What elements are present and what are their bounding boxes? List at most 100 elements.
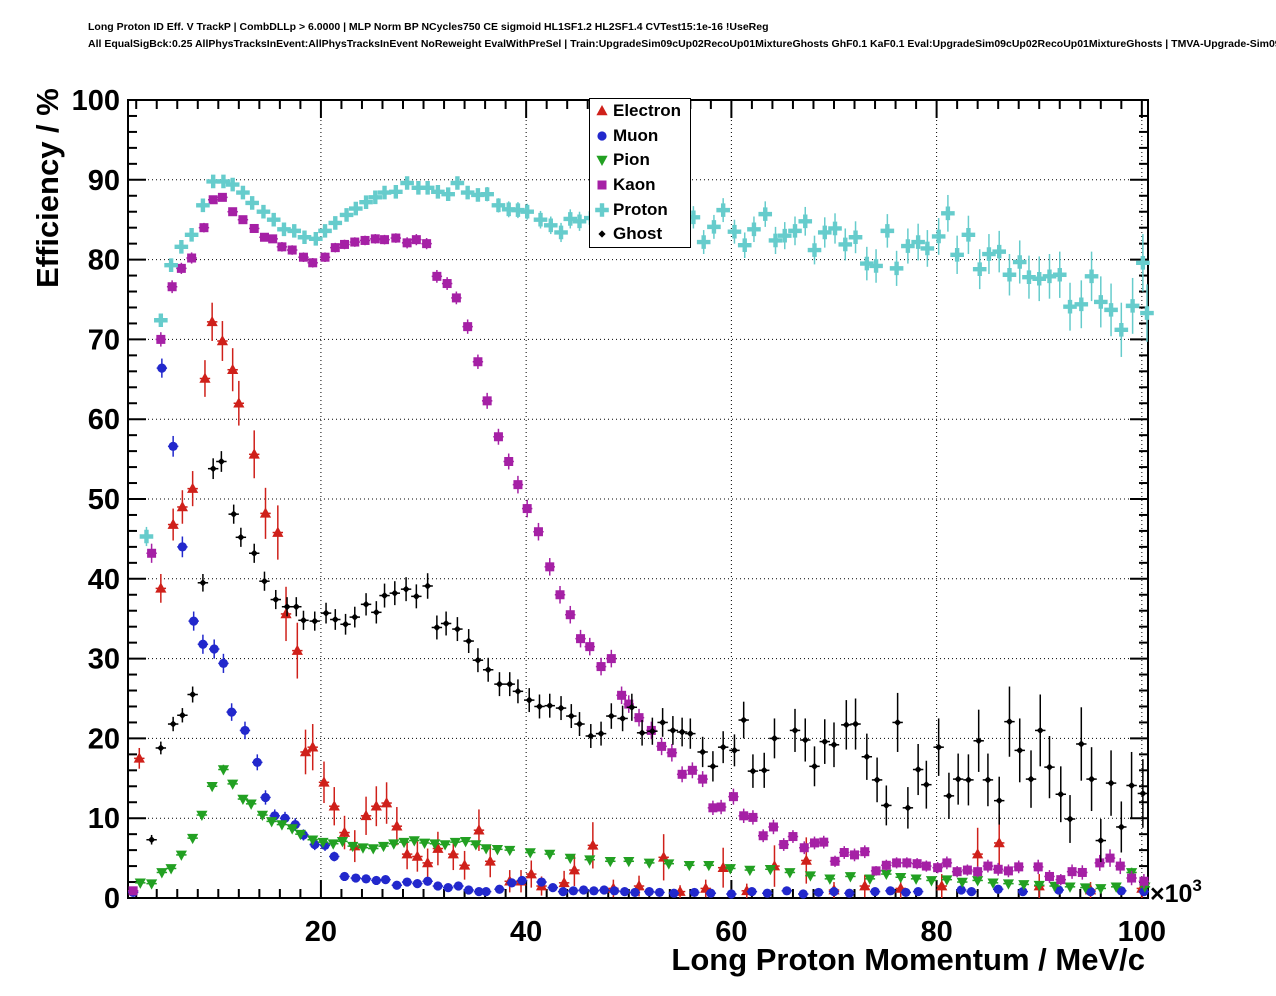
data-point-muon — [517, 875, 527, 886]
data-point-ghost — [424, 582, 432, 590]
data-point-pion — [388, 839, 400, 850]
data-point-proton — [154, 313, 168, 328]
data-point-pion — [925, 876, 938, 887]
data-point-pion — [156, 868, 168, 879]
data-point-kaon — [513, 480, 523, 490]
data-point-electron — [401, 848, 413, 859]
data-point-proton — [511, 203, 525, 217]
data-point-electron — [484, 855, 496, 866]
data-point-pion — [524, 848, 536, 859]
data-point-proton — [880, 224, 895, 238]
data-point-kaon — [167, 282, 177, 292]
data-point-kaon — [238, 215, 248, 225]
data-point-electron — [972, 848, 984, 859]
data-point-pion — [895, 872, 907, 884]
data-point-kaon — [1077, 867, 1087, 877]
data-point-kaon — [809, 838, 819, 848]
y-tick-label: 60 — [88, 404, 120, 436]
data-point-muon — [453, 881, 464, 891]
data-point-electron — [280, 607, 292, 619]
data-point-pion — [460, 837, 472, 848]
data-point-ghost — [810, 762, 819, 770]
data-point-ghost — [514, 687, 522, 695]
data-point-kaon — [983, 861, 993, 871]
data-point-pion — [784, 868, 796, 879]
data-point-ghost — [351, 613, 359, 621]
data-point-electron — [216, 334, 229, 346]
data-point-pion — [227, 779, 239, 790]
data-point-electron — [272, 526, 284, 537]
data-point-pion — [824, 874, 836, 885]
data-point-ghost — [209, 465, 217, 473]
data-point-pion — [1079, 883, 1092, 894]
muon-marker-icon — [597, 131, 607, 141]
data-point-electron — [155, 582, 167, 593]
data-point-pion — [941, 875, 953, 886]
data-point-proton — [758, 207, 773, 221]
data-point-pion — [336, 837, 349, 848]
data-point-muon — [218, 658, 229, 668]
data-point-muon — [870, 887, 880, 897]
data-point-ghost — [474, 656, 482, 664]
data-point-muon — [227, 707, 237, 717]
data-point-muon — [747, 887, 757, 897]
data-point-muon — [494, 884, 505, 894]
data-point-electron — [167, 518, 179, 529]
data-point-proton — [1002, 267, 1017, 282]
data-point-ghost — [760, 766, 768, 774]
data-point-electron — [199, 372, 211, 383]
data-point-proton — [245, 196, 259, 210]
data-point-ghost — [1139, 789, 1147, 798]
legend-label-ghost: Ghost — [613, 224, 663, 244]
data-point-ghost — [1087, 775, 1096, 783]
x-axis-title: Long Proton Momentum / MeV/c — [671, 942, 1145, 977]
data-point-proton — [554, 225, 568, 240]
legend-entry-kaon: Kaon — [590, 173, 690, 198]
data-point-ghost — [178, 711, 186, 719]
data-point-ghost — [402, 585, 410, 593]
electron-legend-marker — [596, 105, 608, 116]
data-point-kaon — [799, 843, 809, 853]
data-point-kaon — [463, 322, 473, 332]
data-point-ghost — [341, 620, 350, 628]
data-point-kaon — [768, 822, 778, 832]
data-point-ghost — [453, 625, 461, 633]
data-point-kaon — [147, 548, 157, 558]
data-point-ghost — [260, 577, 269, 585]
data-point-electron — [259, 507, 272, 518]
data-point-ghost — [984, 776, 992, 784]
data-point-kaon — [330, 243, 340, 253]
data-point-proton — [982, 247, 996, 261]
data-point-proton — [318, 224, 332, 238]
data-point-ghost — [619, 714, 627, 723]
data-point-ghost — [495, 680, 504, 688]
data-point-kaon — [1127, 873, 1137, 883]
data-point-proton — [441, 187, 455, 201]
data-point-ghost — [557, 704, 565, 712]
data-point-ghost — [292, 603, 300, 611]
data-point-pion — [377, 841, 390, 853]
pion-legend-marker — [596, 156, 608, 167]
data-point-kaon — [249, 223, 259, 233]
data-point-electron — [525, 868, 537, 879]
data-point-ghost — [830, 741, 838, 749]
data-point-proton — [869, 259, 883, 273]
data-point-electron — [936, 880, 948, 891]
data-point-kaon — [993, 864, 1003, 874]
data-point-pion — [1018, 880, 1030, 891]
data-point-muon — [351, 873, 361, 883]
data-point-kaon — [370, 234, 380, 244]
data-point-kaon — [259, 232, 269, 242]
data-point-kaon — [1033, 862, 1043, 872]
data-point-pion — [663, 859, 675, 870]
data-point-proton — [768, 233, 783, 248]
data-point-ghost — [770, 734, 779, 742]
data-point-proton — [491, 198, 506, 213]
y-axis-title: Efficiency / % — [30, 88, 65, 288]
data-point-pion — [266, 817, 278, 828]
data-point-pion — [175, 850, 187, 861]
data-point-kaon — [522, 504, 532, 514]
data-point-pion — [480, 844, 492, 855]
data-point-muon — [392, 880, 402, 890]
